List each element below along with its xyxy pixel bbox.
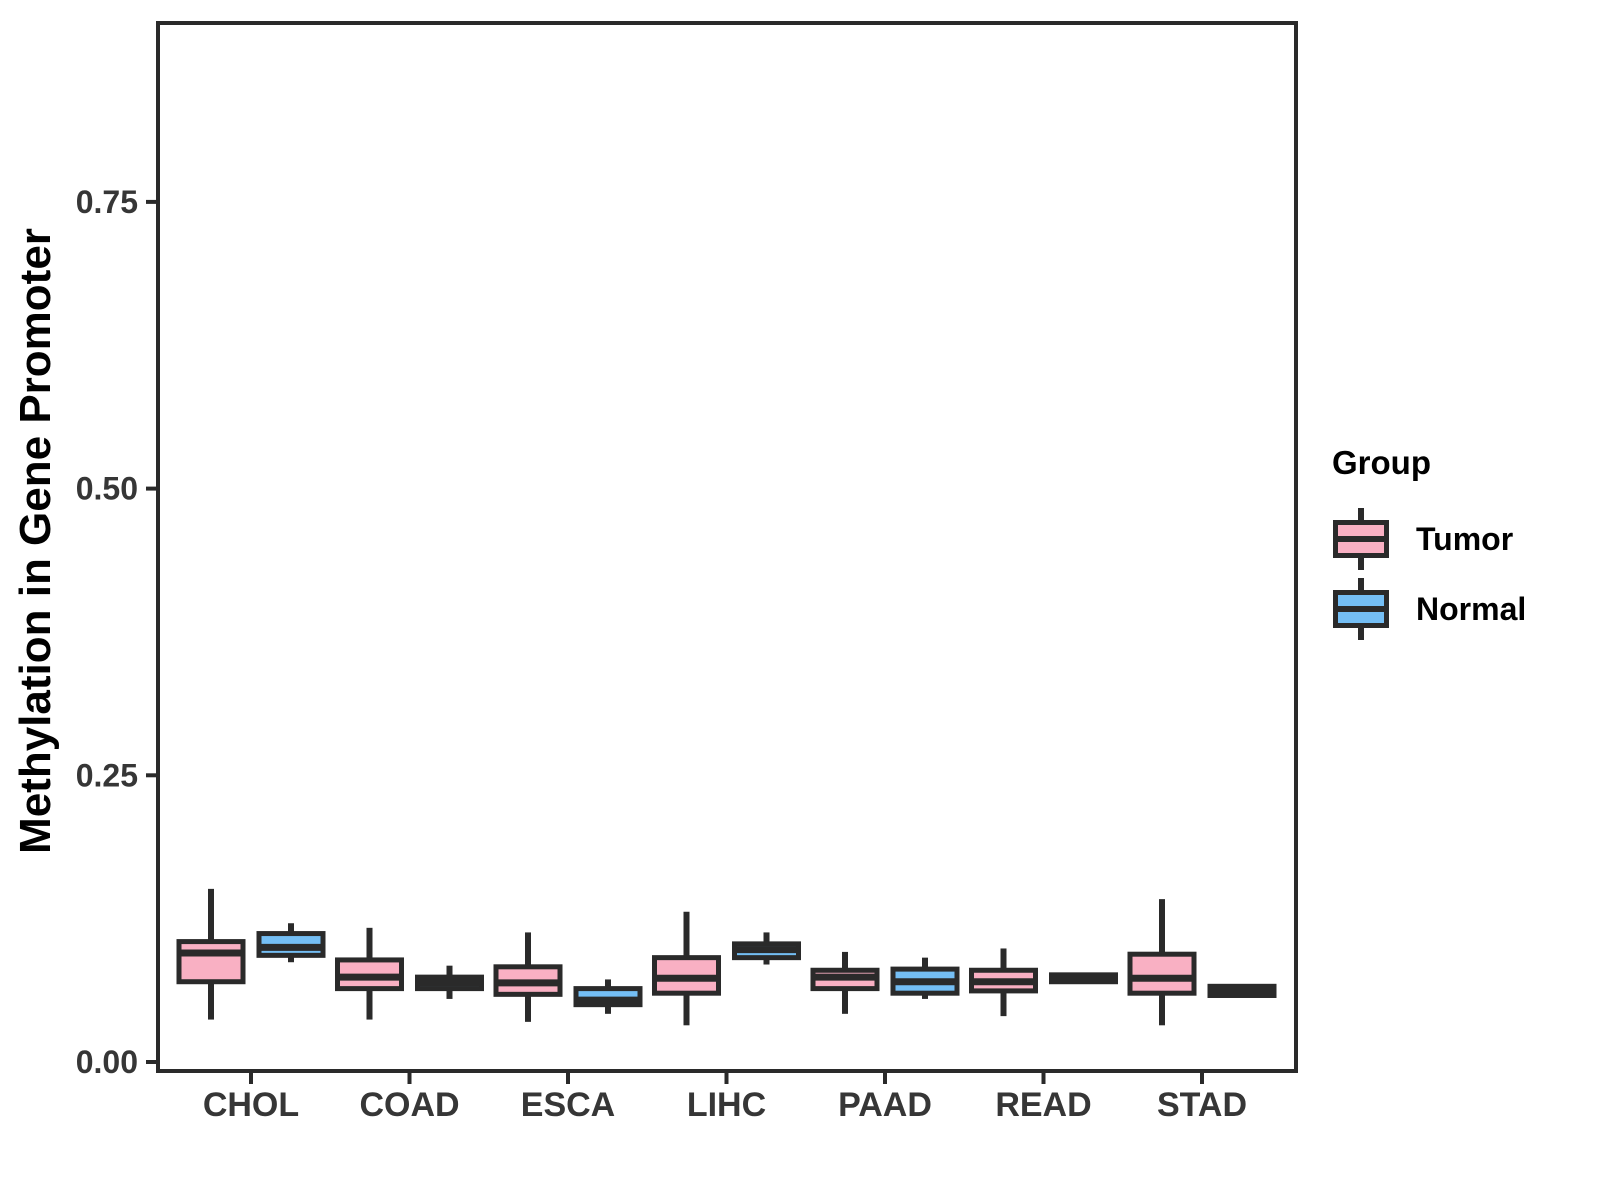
box-tumor-STAD [1127,951,1197,996]
legend-title: Group [1332,444,1431,481]
x-tick-label: STAD [1157,1086,1247,1124]
x-tick-label: READ [995,1086,1091,1124]
y-tick-label: 0.75 [76,184,138,220]
y-axis-title: Methylation in Gene Promoter [11,228,60,854]
legend-item-tumor: Tumor [1332,504,1526,574]
legend-label-tumor: Tumor [1416,520,1514,557]
panel-border [156,21,1298,1073]
box-tumor-CHOL [176,939,246,985]
y-tick-label: 0.00 [76,1044,138,1080]
y-tick-label: 0.25 [76,757,138,793]
x-tick-label: ESCA [521,1086,615,1124]
x-tick-label: CHOL [203,1086,299,1124]
tumor-boxplot-key-icon [1332,506,1390,572]
key-box [1333,590,1389,628]
y-tick-label: 0.50 [76,471,138,507]
normal-boxplot-key-icon [1332,576,1390,642]
x-tick-label: COAD [359,1086,459,1124]
legend: Group Tumor Normal [1332,444,1526,644]
legend-label-normal: Normal [1416,590,1527,627]
key-median [1338,606,1384,612]
legend-item-normal: Normal [1332,574,1526,644]
key-median [1338,536,1384,542]
x-tick-label: LIHC [687,1086,766,1124]
key-box [1333,520,1389,558]
x-tick-label: PAAD [838,1086,932,1124]
